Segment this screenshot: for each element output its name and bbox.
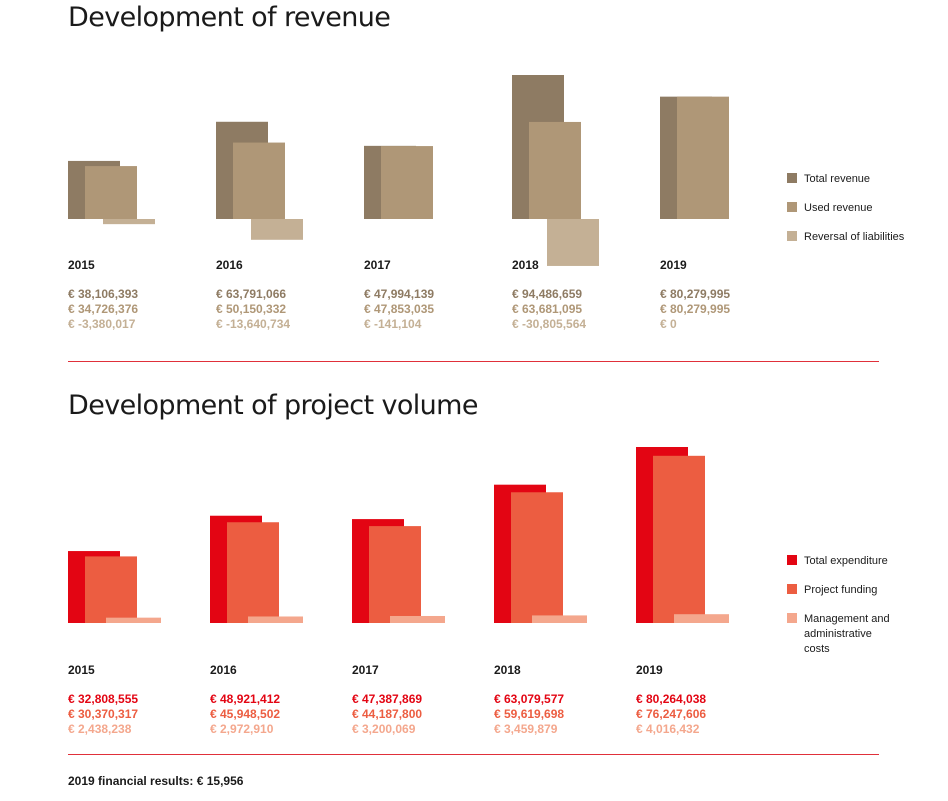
value-label-2016-s2: € 45,948,502: [210, 707, 280, 721]
legend-label-1: Total revenue: [804, 173, 870, 185]
value-label-2016-s1: € 63,791,066: [216, 287, 286, 301]
value-label-2018-s2: € 59,619,698: [494, 707, 564, 721]
year-label-2018: 2018: [494, 663, 521, 677]
section-divider: [68, 754, 879, 755]
value-label-2019-s3: € 0: [660, 317, 677, 331]
year-label-2018: 2018: [512, 258, 539, 272]
legend-swatch-3: [787, 231, 797, 241]
bar-2019-s3: [674, 614, 729, 623]
value-label-2019-s2: € 76,247,606: [636, 707, 706, 721]
legend-swatch-3: [787, 613, 797, 623]
legend-swatch-1: [787, 173, 797, 183]
project-volume-chart-title: Development of project volume: [68, 390, 478, 421]
value-label-2016-s3: € -13,640,734: [216, 317, 290, 331]
bar-2016-s3: [251, 219, 303, 240]
bar-2017-s2: [369, 526, 421, 623]
section-divider: [68, 361, 879, 362]
financial-results-note: 2019 financial results: € 15,956: [68, 774, 244, 788]
value-label-2017-s1: € 47,994,139: [364, 287, 434, 301]
value-label-2015-s1: € 32,808,555: [68, 692, 138, 706]
value-label-2019-s1: € 80,279,995: [660, 287, 730, 301]
year-label-2019: 2019: [660, 258, 687, 272]
bar-2018-s3: [547, 219, 599, 266]
legend-label-2: Project funding: [804, 584, 877, 596]
bar-2015-s3: [103, 219, 155, 225]
bar-2016-s2: [227, 522, 279, 623]
value-label-2018-s2: € 63,681,095: [512, 302, 582, 316]
legend-swatch-2: [787, 584, 797, 594]
project-volume-chart: 2015 € 32,808,555€ 30,370,317€ 2,438,238 2…: [68, 447, 890, 736]
value-label-2018-s3: € 3,459,879: [494, 722, 558, 736]
value-label-2019-s1: € 80,264,038: [636, 692, 706, 706]
value-label-2017-s3: € -141,104: [364, 317, 422, 331]
revenue-chart-title: Development of revenue: [68, 2, 391, 33]
value-label-2017-s2: € 44,187,800: [352, 707, 422, 721]
bar-2018-s2: [511, 492, 563, 623]
bar-2015-s2: [85, 556, 137, 623]
bar-2019-s2: [653, 455, 705, 623]
revenue-chart: 2015 € 38,106,393€ 34,726,376€ -3,380,017…: [68, 75, 905, 331]
bar-2018-s2: [529, 121, 581, 219]
value-label-2015-s3: € -3,380,017: [68, 317, 136, 331]
value-label-2016-s2: € 50,150,332: [216, 302, 286, 316]
legend-label-3: Management and administrative costs: [804, 613, 890, 655]
value-label-2015-s2: € 34,726,376: [68, 302, 138, 316]
value-label-2017-s3: € 3,200,069: [352, 722, 416, 736]
value-label-2015-s3: € 2,438,238: [68, 722, 132, 736]
value-label-2017-s1: € 47,387,869: [352, 692, 422, 706]
legend-label-2: Used revenue: [804, 202, 873, 214]
value-label-2018-s1: € 63,079,577: [494, 692, 564, 706]
bar-2015-s3: [106, 617, 161, 623]
year-label-2015: 2015: [68, 258, 95, 272]
value-label-2015-s1: € 38,106,393: [68, 287, 138, 301]
bar-2015-s2: [85, 166, 137, 219]
bar-2017-s3: [390, 615, 445, 623]
legend-label-3: Reversal of liabilities: [804, 231, 905, 243]
value-label-2017-s2: € 47,853,035: [364, 302, 434, 316]
legend-swatch-1: [787, 555, 797, 565]
bar-2016-s3: [248, 616, 303, 623]
bar-2017-s2: [381, 146, 433, 219]
bar-2019-s2: [677, 96, 729, 219]
year-label-2016: 2016: [216, 258, 243, 272]
year-label-2017: 2017: [352, 663, 379, 677]
year-label-2015: 2015: [68, 663, 95, 677]
year-label-2017: 2017: [364, 258, 391, 272]
value-label-2019-s3: € 4,016,432: [636, 722, 700, 736]
value-label-2016-s3: € 2,972,910: [210, 722, 274, 736]
bar-2018-s3: [532, 615, 587, 623]
legend-swatch-2: [787, 202, 797, 212]
legend-label-1: Total expenditure: [804, 555, 888, 567]
value-label-2015-s2: € 30,370,317: [68, 707, 138, 721]
value-label-2018-s3: € -30,805,564: [512, 317, 586, 331]
year-label-2019: 2019: [636, 663, 663, 677]
value-label-2016-s1: € 48,921,412: [210, 692, 280, 706]
bar-2016-s2: [233, 142, 285, 219]
value-label-2018-s1: € 94,486,659: [512, 287, 582, 301]
year-label-2016: 2016: [210, 663, 237, 677]
value-label-2019-s2: € 80,279,995: [660, 302, 730, 316]
